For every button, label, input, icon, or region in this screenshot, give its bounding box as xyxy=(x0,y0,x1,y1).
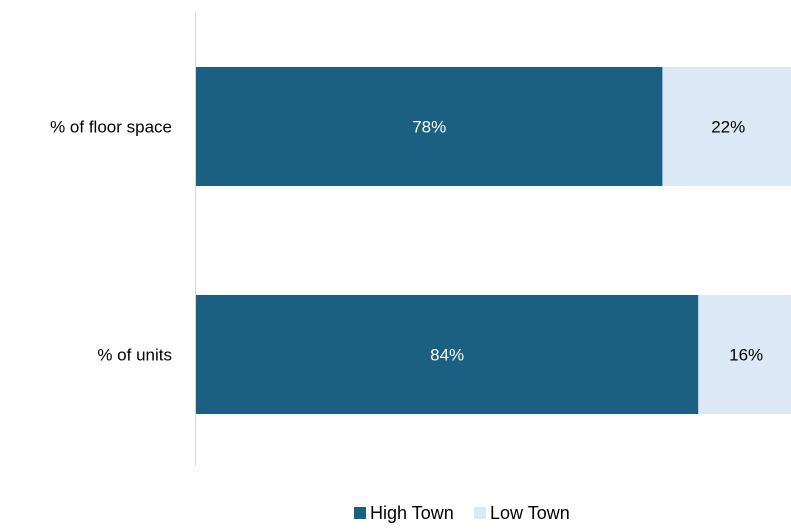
data-label: 22% xyxy=(711,118,745,137)
labels-layer: % of floor space 78% 22% % of units 84% 16% xyxy=(50,118,763,365)
legend-label: Low Town xyxy=(490,503,570,523)
data-label: 78% xyxy=(412,118,446,137)
bar-segment-high-town xyxy=(196,67,663,186)
category-label: % of floor space xyxy=(50,118,172,137)
category-label: % of units xyxy=(97,346,172,365)
data-label: 16% xyxy=(729,346,763,365)
legend-swatch xyxy=(474,507,486,519)
bar-segment-low-town xyxy=(662,67,791,186)
legend-swatch xyxy=(354,507,366,519)
bars-layer xyxy=(196,67,791,414)
legend: High Town Low Town xyxy=(354,503,570,523)
data-label: 84% xyxy=(430,346,464,365)
legend-label: High Town xyxy=(370,503,454,523)
bar-segment-high-town xyxy=(196,295,699,414)
bar-segment-low-town xyxy=(698,295,791,414)
